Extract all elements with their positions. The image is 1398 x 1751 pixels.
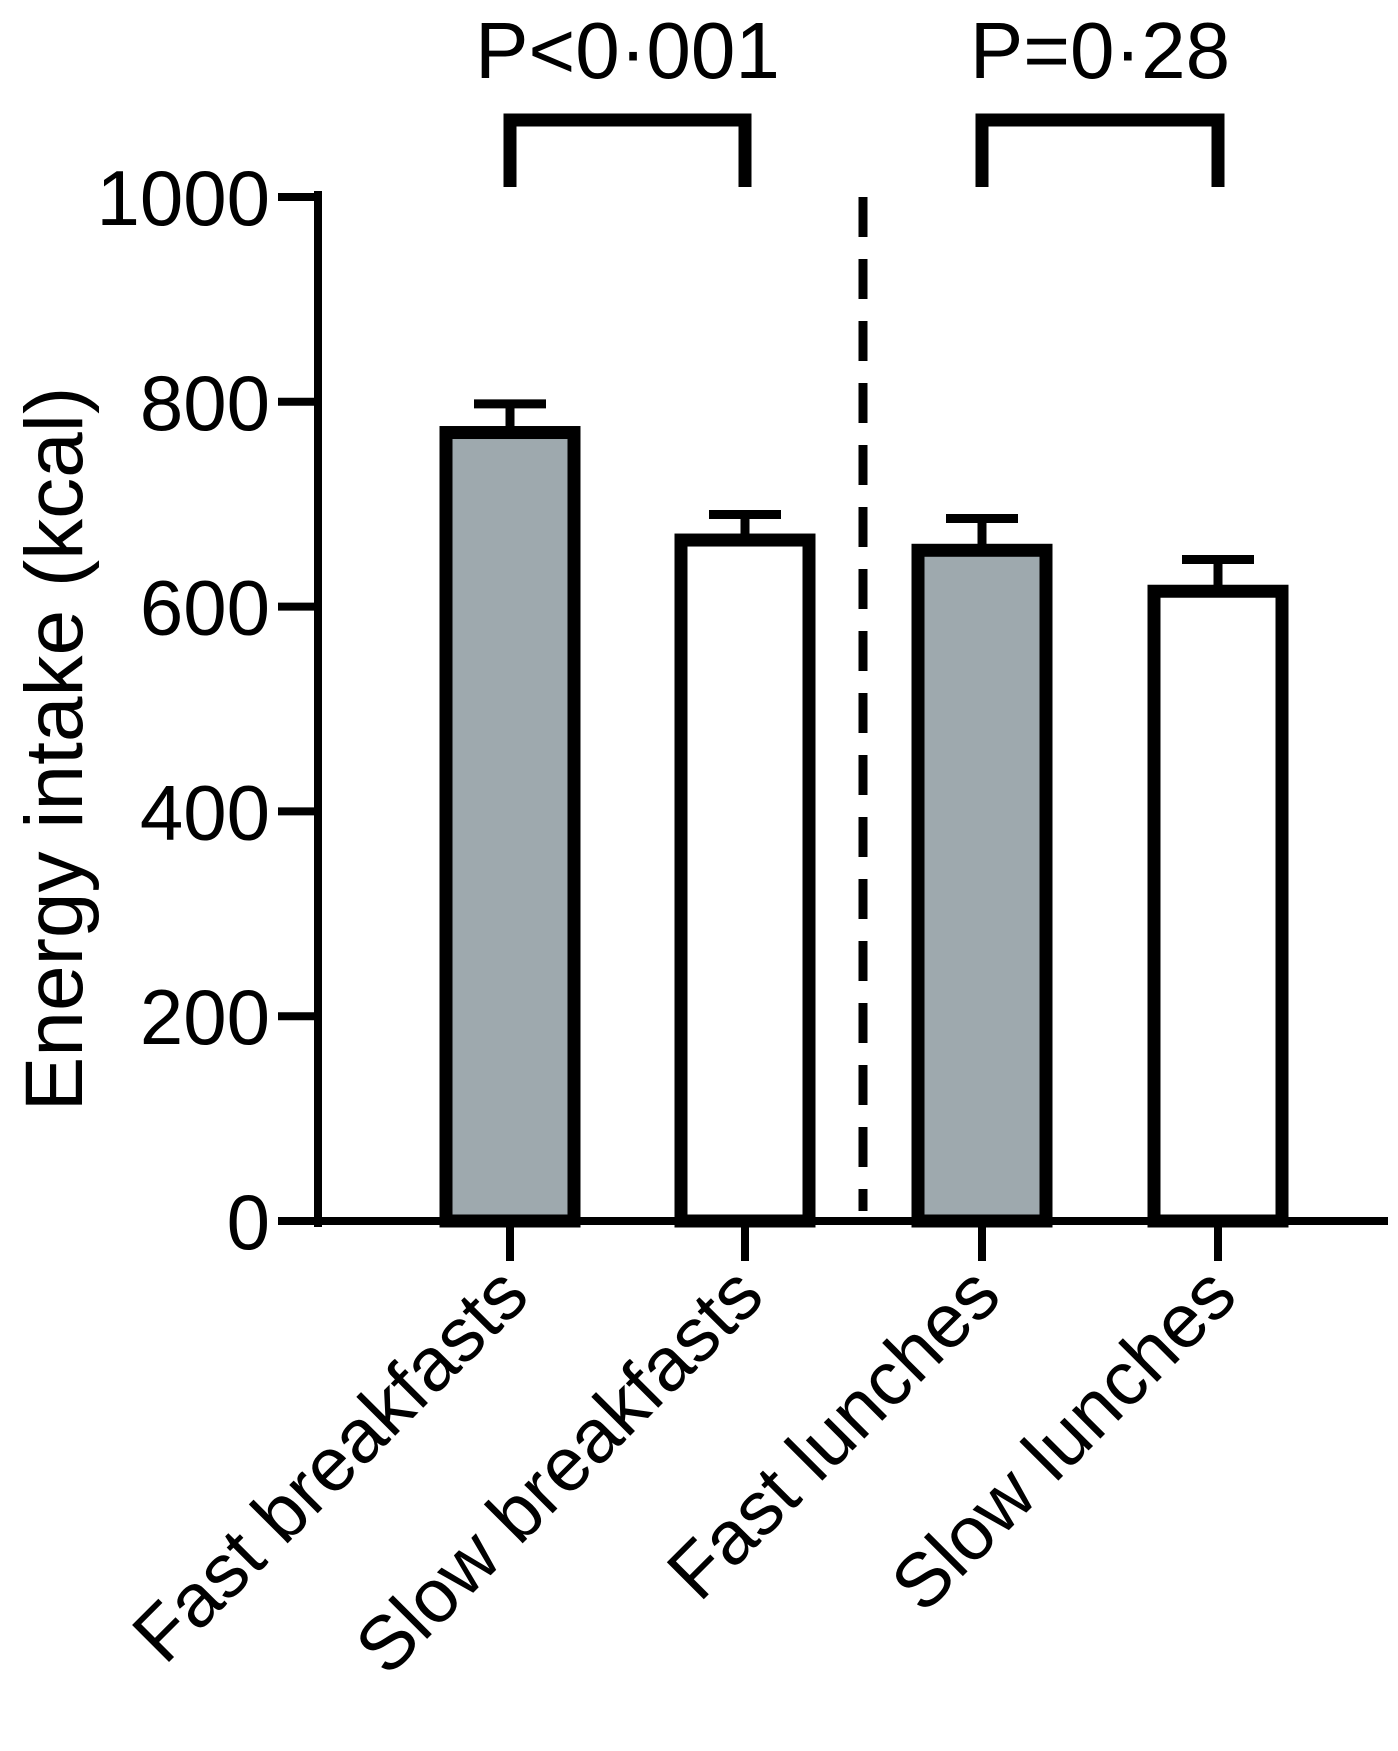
y-tick-label: 0 bbox=[227, 1178, 270, 1266]
bar bbox=[674, 533, 816, 1228]
y-tick-label: 400 bbox=[140, 768, 270, 856]
comparison-bracket bbox=[975, 113, 1225, 187]
comparison-label: P<0·001 bbox=[475, 6, 780, 95]
x-tick-label: Fast breakfasts bbox=[117, 1251, 544, 1678]
y-tick-label: 800 bbox=[140, 359, 270, 447]
y-axis-label: Energy intake (kcal) bbox=[9, 387, 100, 1112]
y-ticks: 0 200 400 600 800 1000 bbox=[96, 154, 318, 1266]
y-tick-label: 200 bbox=[140, 973, 270, 1061]
comparison-label: P=0·28 bbox=[970, 6, 1230, 95]
bar bbox=[911, 543, 1053, 1228]
y-tick-label: 1000 bbox=[96, 154, 270, 242]
comparison-brackets: P<0·001 P=0·28 bbox=[475, 6, 1230, 187]
bar bbox=[439, 426, 581, 1228]
comparison-bracket bbox=[503, 113, 752, 187]
bar bbox=[1147, 584, 1289, 1228]
axes-layer bbox=[314, 191, 1388, 1227]
y-tick-label: 600 bbox=[140, 564, 270, 652]
x-tick-label: Slow breakfasts bbox=[340, 1251, 779, 1690]
